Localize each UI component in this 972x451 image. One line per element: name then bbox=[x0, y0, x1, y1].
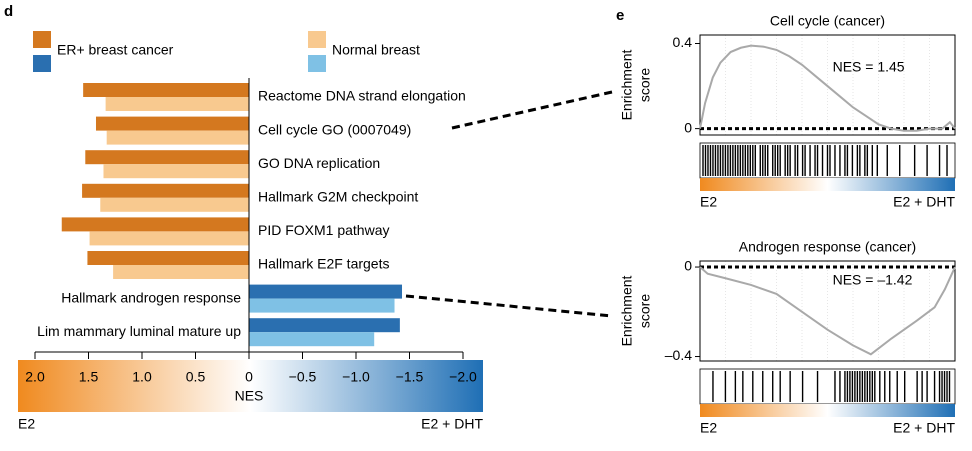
gradient-label: E2 bbox=[18, 416, 35, 432]
y-tick-label: 0 bbox=[684, 258, 692, 274]
x-tick-label: −0.5 bbox=[289, 369, 317, 385]
category-label: Hallmark E2F targets bbox=[258, 256, 389, 272]
legend-label: ER+ breast cancer bbox=[57, 42, 174, 58]
category-label: Cell cycle GO (0007049) bbox=[258, 121, 411, 137]
x-tick-label: 0 bbox=[245, 369, 253, 385]
connector bbox=[405, 294, 613, 318]
plot-frame bbox=[699, 34, 956, 136]
legend-swatch bbox=[33, 55, 51, 72]
bar bbox=[103, 164, 249, 179]
bar bbox=[89, 231, 249, 246]
gradient-label: E2 bbox=[700, 420, 717, 436]
y-axis-label: Enrichment bbox=[619, 49, 635, 120]
y-axis-label: score bbox=[637, 68, 653, 102]
bar bbox=[61, 217, 249, 232]
plot-title: Androgen response (cancer) bbox=[739, 239, 916, 255]
category-label: Hallmark G2M checkpoint bbox=[258, 189, 418, 205]
bar bbox=[249, 332, 375, 347]
x-tick-label: −2.0 bbox=[449, 369, 477, 385]
connector bbox=[451, 90, 613, 130]
enrichment-curve bbox=[699, 266, 956, 356]
category-label: Reactome DNA strand elongation bbox=[258, 88, 466, 104]
panel-label: d bbox=[4, 3, 13, 20]
category-label: Lim mammary luminal mature up bbox=[37, 323, 241, 339]
bar bbox=[249, 318, 400, 333]
enrichment-curve bbox=[699, 44, 956, 132]
x-axis-label: NES bbox=[235, 388, 264, 404]
x-tick-label: 1.5 bbox=[79, 369, 99, 385]
panel-label: e bbox=[616, 7, 624, 24]
gradient-label: E2 + DHT bbox=[893, 420, 955, 436]
gradient-label: E2 + DHT bbox=[421, 416, 483, 432]
bar bbox=[83, 83, 250, 97]
legend-label: Normal breast bbox=[332, 42, 420, 58]
plot-frame bbox=[699, 260, 956, 362]
legend-swatch bbox=[308, 31, 326, 48]
y-tick-label: 0.4 bbox=[673, 34, 693, 50]
bar bbox=[113, 265, 249, 279]
bar bbox=[82, 183, 249, 198]
nes-annotation: NES = 1.45 bbox=[833, 59, 905, 75]
bar bbox=[85, 150, 249, 165]
y-axis-label: Enrichment bbox=[619, 275, 635, 346]
bar bbox=[249, 284, 403, 299]
gradient-bar bbox=[18, 360, 483, 412]
x-tick-label: 1.0 bbox=[132, 369, 152, 385]
category-label: Hallmark androgen response bbox=[61, 289, 241, 305]
category-label: PID FOXM1 pathway bbox=[258, 222, 390, 238]
bar bbox=[106, 130, 249, 145]
x-tick-label: −1.5 bbox=[396, 369, 424, 385]
bar bbox=[249, 298, 395, 313]
y-axis-label: score bbox=[637, 294, 653, 328]
bar bbox=[105, 97, 250, 111]
gradient-bar bbox=[700, 178, 955, 191]
x-tick-label: 0.5 bbox=[186, 369, 206, 385]
gradient-bar bbox=[700, 404, 955, 417]
legend-swatch bbox=[33, 31, 51, 48]
plot-title: Cell cycle (cancer) bbox=[770, 13, 885, 29]
y-tick-label: 0 bbox=[684, 119, 692, 135]
y-tick-label: –0.4 bbox=[665, 347, 692, 363]
legend-swatch bbox=[308, 55, 326, 72]
category-label: GO DNA replication bbox=[258, 155, 380, 171]
gradient-label: E2 bbox=[700, 194, 717, 210]
bar bbox=[87, 251, 250, 265]
bar bbox=[100, 197, 250, 212]
nes-annotation: NES = –1.42 bbox=[833, 272, 913, 288]
bar bbox=[95, 116, 250, 131]
x-tick-label: −1.0 bbox=[342, 369, 370, 385]
x-tick-label: 2.0 bbox=[25, 369, 45, 385]
gradient-label: E2 + DHT bbox=[893, 194, 955, 210]
